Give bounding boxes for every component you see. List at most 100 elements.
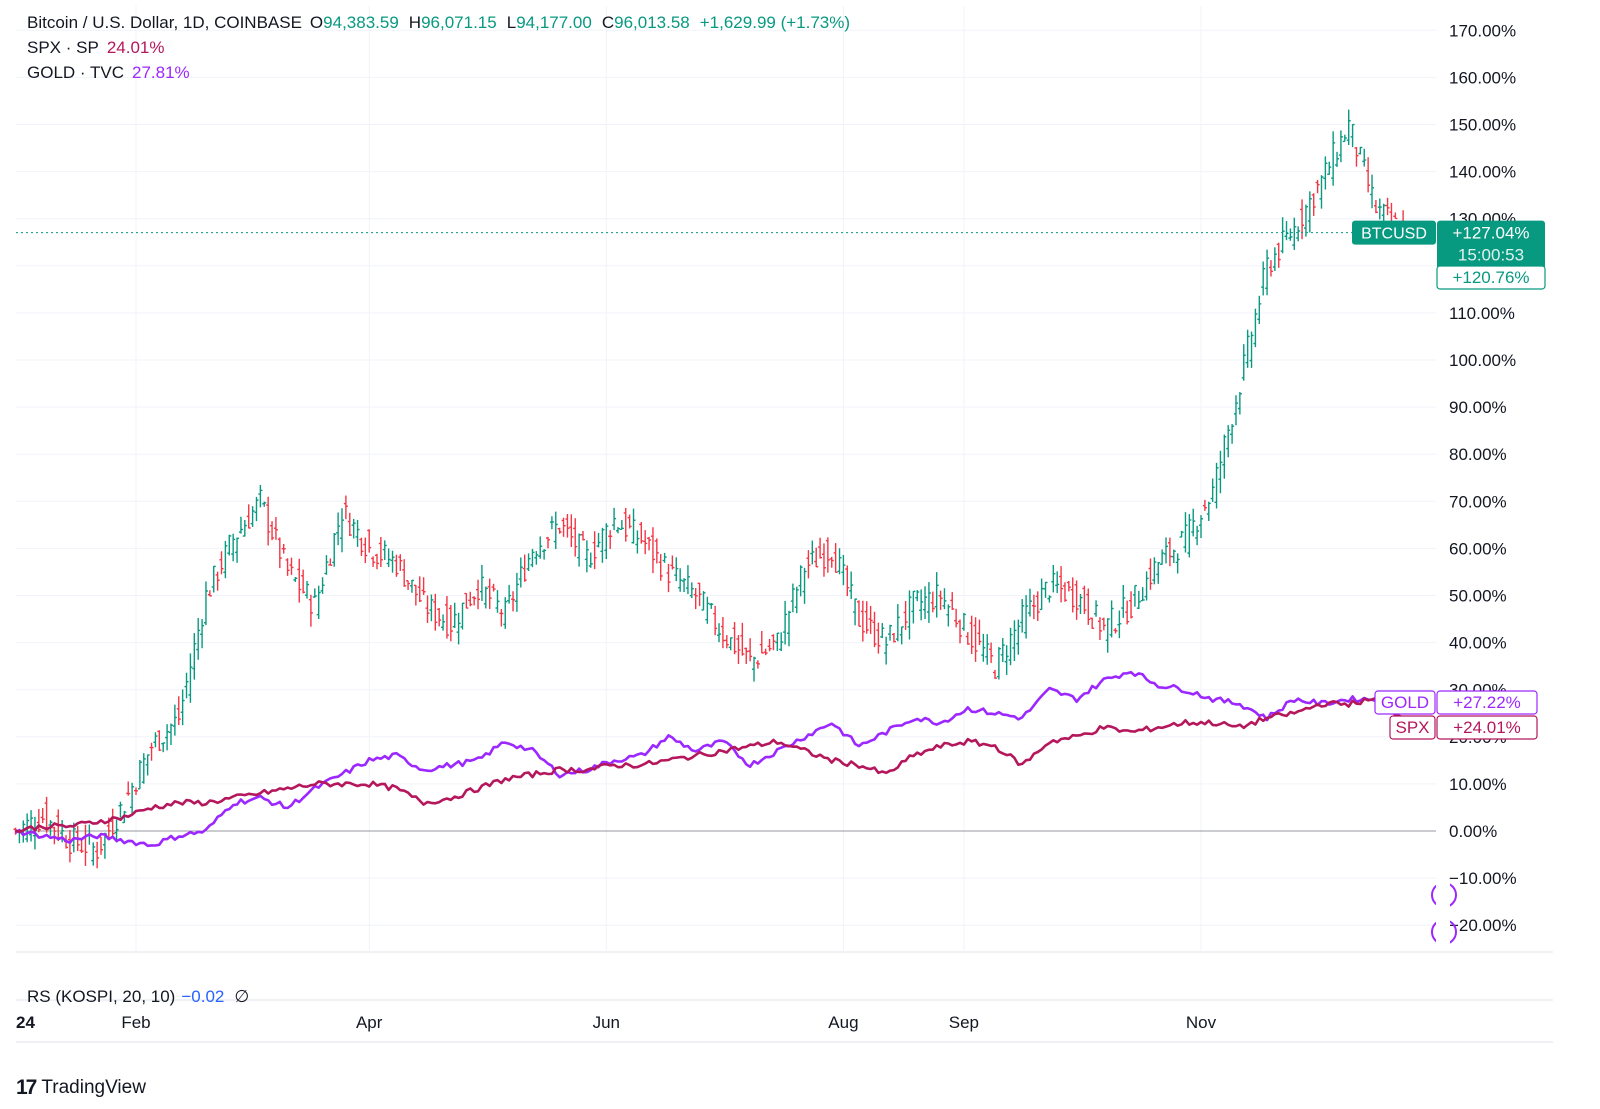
y-tick-label: 170.00% [1449, 21, 1516, 40]
btc-ohlc-bar [717, 623, 722, 643]
spx-line [15, 696, 1404, 834]
gold-value-badge [1436, 690, 1538, 715]
btc-ohlc-bar [254, 496, 259, 522]
btc-ohlc-bar [367, 529, 372, 553]
btcusd-ohlc-bars [13, 109, 1406, 869]
btc-ohlc-bar [806, 550, 811, 579]
btc-ohlc-bar [336, 512, 341, 546]
chart-grid [16, 6, 1553, 1043]
btc-ohlc-bar [1311, 193, 1316, 216]
btc-ohlc-bar [969, 615, 974, 655]
spx-legend[interactable]: SPX · SP 24.01% [27, 38, 164, 58]
btc-ohlc-bar [744, 647, 749, 664]
btc-ohlc-bar [961, 612, 966, 631]
btc-ohlc-bar [1261, 261, 1266, 296]
btc-ohlc-bar [619, 520, 624, 531]
comparison-lines [14, 232, 1436, 848]
btc-ohlc-bar [503, 597, 508, 629]
btc-ohlc-bar [1257, 295, 1262, 324]
tradingview-brand[interactable]: 17 TradingView [16, 1076, 146, 1100]
btc-ohlc-bar [1097, 617, 1102, 640]
btcusd-name-badge [1352, 220, 1436, 245]
btc-ohlc-bar [1284, 221, 1289, 241]
rs-indicator-value: −0.02 [181, 987, 225, 1006]
btc-ohlc-bar [923, 586, 928, 619]
btc-ohlc-bar [643, 530, 648, 555]
btc-ohlc-bar [763, 648, 768, 656]
btc-ohlc-bar [538, 536, 543, 559]
btc-ohlc-bar [308, 594, 313, 627]
btc-ohlc-bar [340, 508, 345, 553]
btc-ohlc-bar [223, 540, 228, 579]
btc-ohlc-bar [1008, 627, 1013, 666]
btc-ohlc-bar [1346, 109, 1351, 146]
btc-ohlc-bar [868, 606, 873, 634]
btc-ohlc-bar [1051, 564, 1056, 593]
btc-ohlc-bar [227, 534, 232, 556]
btc-ohlc-bar [1047, 595, 1052, 603]
btc-ohlc-bar [429, 594, 434, 622]
btc-ohlc-bar [386, 548, 391, 568]
btc-ohlc-bar [1179, 530, 1184, 538]
btc-ohlc-bar [884, 636, 889, 665]
btc-ohlc-bar [448, 604, 453, 642]
btc-ohlc-bar [425, 595, 430, 623]
btc-ohlc-bar [802, 567, 807, 604]
btc-ohlc-bar [647, 536, 652, 551]
y-tick-label: −20.00% [1449, 916, 1517, 935]
btc-ohlc-bar [1062, 582, 1067, 602]
btc-ohlc-bar [888, 624, 893, 641]
btc-ohlc-bar [930, 591, 935, 613]
btc-ohlc-bar [464, 592, 469, 609]
btc-ohlc-bar [615, 527, 620, 534]
btc-ohlc-bar [1218, 450, 1223, 494]
btc-legend[interactable]: Bitcoin / U.S. Dollar, 1D, COINBASE O94,3… [27, 13, 850, 33]
btc-ohlc-bar [561, 517, 566, 537]
btc-ohlc-bar [779, 632, 784, 652]
btc-ohlc-bar [1373, 200, 1378, 214]
price-scale-mask [1436, 880, 1450, 946]
btc-ohlc-bar [569, 514, 574, 548]
btc-ohlc-bar [841, 554, 846, 586]
btc-ohlc-bar [374, 553, 379, 570]
btc-ohlc-bar [1140, 587, 1145, 602]
btc-ohlc-bar [1335, 151, 1340, 168]
gold-legend[interactable]: GOLD · TVC 27.81% [27, 63, 190, 83]
btc-ohlc-bar [1280, 217, 1285, 254]
btc-ohlc-bar [172, 704, 177, 736]
btc-ohlc-bar [406, 580, 411, 590]
btc-ohlc-bar [437, 608, 442, 627]
btc-ohlc-bar [441, 614, 446, 631]
btc-ohlc-bar [814, 547, 819, 568]
btc-ohlc-bar [592, 531, 597, 570]
btc-ohlc-bar [1125, 600, 1130, 625]
y-tick-label: 110.00% [1449, 304, 1515, 323]
btc-ohlc-bar [546, 536, 551, 549]
rs-indicator-legend[interactable]: RS (KOSPI, 20, 10) −0.02 ∅ [27, 987, 249, 1007]
btc-ohlc-bar [312, 588, 317, 598]
btc-ohlc-bar [530, 548, 535, 568]
btc-ohlc-bar [1148, 558, 1153, 590]
btc-ohlc-bar [728, 637, 733, 651]
btc-ohlc-bar [736, 635, 741, 664]
btc-ohlc-bar [52, 826, 57, 845]
btc-ohlc-bar [1249, 331, 1254, 368]
btc-ohlc-bar [557, 527, 562, 534]
btc-ohlc-bar [1245, 329, 1250, 368]
btc-ohlc-bar [238, 516, 243, 534]
btc-ohlc-bar [678, 568, 683, 592]
btc-ohlc-bar [1354, 147, 1359, 167]
btcusd-value-badge [1437, 220, 1545, 269]
btc-ohlc-bar [919, 589, 924, 621]
btc-ohlc-bar [849, 571, 854, 600]
btc-ohlc-bar [452, 602, 457, 629]
btc-ohlc-bar [755, 660, 760, 669]
btc-ohlc-bar [1303, 204, 1308, 237]
null-icon: ∅ [234, 987, 250, 1006]
btc-ohlc-bar [491, 583, 496, 592]
btc-ohlc-bar [612, 507, 617, 531]
btc-ohlc-bar [1043, 581, 1048, 598]
btc-ohlc-bar [518, 557, 523, 588]
btc-ohlc-bar [1377, 198, 1382, 220]
